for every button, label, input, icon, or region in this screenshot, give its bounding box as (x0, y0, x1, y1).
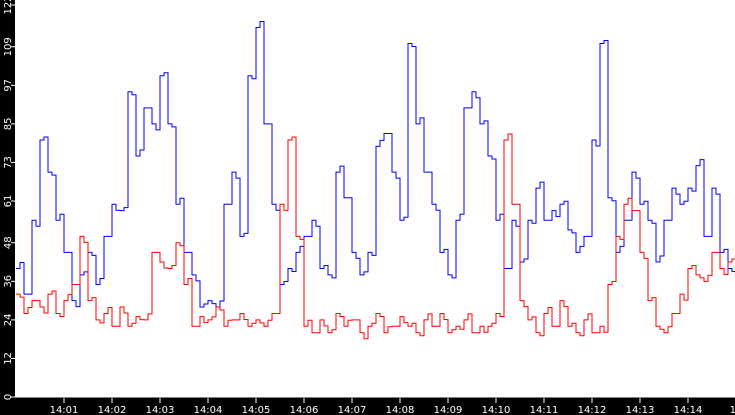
x-tick-label: 14:13 (626, 405, 655, 415)
y-tick-label: 109 (3, 37, 14, 56)
x-tick-label: 14:12 (578, 405, 607, 415)
x-tick-label: 14:05 (242, 405, 271, 415)
x-tick-label: 14:02 (98, 405, 127, 415)
y-tick-label: 122 (3, 0, 14, 15)
y-tick-label: 97 (3, 79, 14, 92)
x-tick-label: 14:09 (434, 405, 463, 415)
x-tick-label: 14 (730, 405, 735, 415)
x-tick-label: 14:06 (290, 405, 319, 415)
y-tick-label: 12 (3, 352, 14, 365)
y-tick-label: 36 (3, 275, 14, 288)
x-tick-label: 14:03 (146, 405, 175, 415)
y-tick-label: 24 (3, 314, 14, 327)
x-tick-label: 14:08 (386, 405, 415, 415)
y-tick-label: 85 (3, 118, 14, 131)
x-tick-label: 14:01 (50, 405, 79, 415)
y-tick-label: 0 (3, 394, 14, 400)
y-tick-label: 73 (3, 156, 14, 169)
plot-area (15, 0, 735, 398)
x-tick-label: 14:04 (194, 405, 223, 415)
y-tick-label: 61 (3, 195, 14, 208)
series-line-2 (16, 133, 735, 340)
x-tick-label: 14:14 (674, 405, 703, 415)
x-tick-label: 14:07 (338, 405, 367, 415)
x-tick-label: 14:11 (530, 405, 559, 415)
x-tick-label: 14:10 (482, 405, 511, 415)
y-tick-label: 48 (3, 236, 14, 249)
